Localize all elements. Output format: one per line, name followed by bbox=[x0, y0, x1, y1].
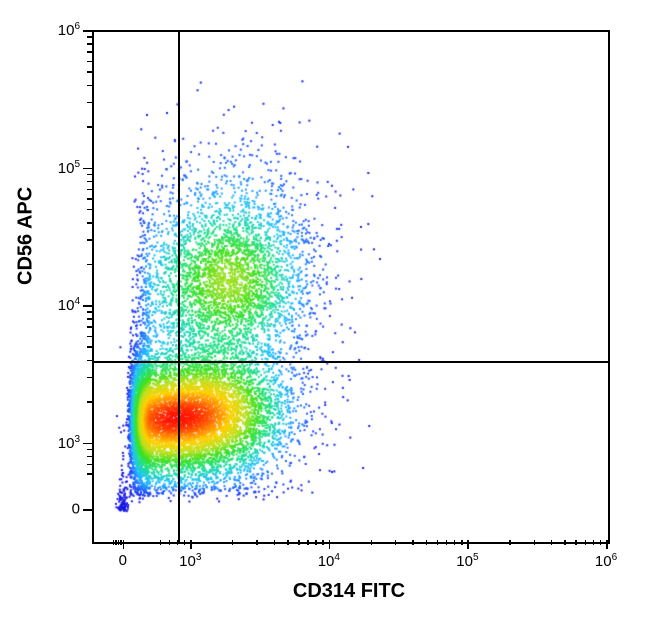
y-tick-mark bbox=[87, 209, 92, 211]
x-tick-mark bbox=[177, 540, 179, 545]
y-tick-mark bbox=[87, 311, 92, 313]
x-tick-mark bbox=[395, 540, 397, 545]
x-tick-mark bbox=[585, 540, 587, 545]
y-tick-mark bbox=[87, 377, 92, 379]
x-tick-label: 105 bbox=[456, 552, 478, 570]
plot-area bbox=[92, 30, 610, 544]
x-tick-mark bbox=[184, 540, 186, 545]
x-tick-mark bbox=[461, 540, 463, 545]
y-tick-mark bbox=[87, 181, 92, 183]
y-tick-label: 105 bbox=[44, 159, 80, 177]
x-tick-mark bbox=[307, 540, 309, 545]
x-tick-mark bbox=[298, 540, 300, 545]
x-tick-mark bbox=[169, 540, 171, 545]
y-tick-mark bbox=[87, 222, 92, 224]
x-tick-mark bbox=[534, 540, 536, 545]
y-tick-mark bbox=[87, 336, 92, 338]
y-tick-mark bbox=[87, 51, 92, 53]
x-tick-mark bbox=[593, 540, 595, 545]
x-tick-mark bbox=[274, 540, 276, 545]
y-tick-mark bbox=[87, 198, 92, 200]
x-tick-mark bbox=[190, 540, 192, 549]
y-tick-mark bbox=[87, 401, 92, 403]
y-tick-mark bbox=[83, 30, 92, 32]
x-tick-mark bbox=[467, 540, 469, 549]
x-tick-mark bbox=[329, 540, 331, 549]
x-tick-label: 103 bbox=[179, 552, 201, 570]
y-tick-mark bbox=[87, 43, 92, 45]
y-tick-mark bbox=[87, 71, 92, 73]
quadrant-gate-vertical bbox=[178, 32, 180, 542]
x-tick-mark bbox=[509, 540, 511, 545]
x-tick-mark bbox=[287, 540, 289, 545]
y-tick-label: 0 bbox=[44, 501, 80, 518]
y-tick-label: 106 bbox=[44, 21, 80, 39]
y-tick-label: 103 bbox=[44, 434, 80, 452]
y-tick-label: 104 bbox=[44, 296, 80, 314]
quadrant-gate-horizontal bbox=[94, 361, 608, 363]
y-tick-mark bbox=[87, 473, 92, 475]
y-tick-mark bbox=[87, 61, 92, 63]
x-tick-mark bbox=[232, 540, 234, 545]
x-tick-mark bbox=[412, 540, 414, 545]
y-tick-mark bbox=[87, 189, 92, 191]
y-tick-mark bbox=[87, 264, 92, 266]
x-tick-mark bbox=[551, 540, 553, 545]
y-axis-label: CD56 APC bbox=[15, 187, 38, 285]
y-tick-mark bbox=[87, 174, 92, 176]
x-tick-mark bbox=[256, 540, 258, 545]
x-tick-mark bbox=[564, 540, 566, 545]
x-tick-mark bbox=[120, 540, 122, 545]
y-tick-mark bbox=[87, 239, 92, 241]
x-tick-label: 104 bbox=[318, 552, 340, 570]
y-tick-mark bbox=[87, 456, 92, 458]
x-tick-mark bbox=[446, 540, 448, 545]
x-tick-mark bbox=[115, 540, 117, 545]
x-tick-mark bbox=[160, 540, 162, 545]
x-tick-mark bbox=[123, 540, 125, 549]
y-tick-mark bbox=[83, 305, 92, 307]
x-tick-mark bbox=[315, 540, 317, 545]
y-tick-mark bbox=[87, 36, 92, 38]
x-tick-label: 0 bbox=[119, 552, 127, 569]
y-tick-mark bbox=[87, 318, 92, 320]
x-tick-mark bbox=[606, 540, 608, 549]
x-tick-mark bbox=[113, 540, 115, 545]
y-tick-mark bbox=[87, 346, 92, 348]
y-tick-mark bbox=[83, 168, 92, 170]
y-tick-mark bbox=[87, 360, 92, 362]
y-tick-mark bbox=[83, 443, 92, 445]
x-tick-mark bbox=[371, 540, 373, 545]
x-tick-mark bbox=[118, 540, 120, 545]
x-tick-mark bbox=[437, 540, 439, 545]
x-tick-mark bbox=[322, 540, 324, 545]
y-tick-mark bbox=[87, 464, 92, 466]
y-tick-mark bbox=[87, 102, 92, 104]
x-tick-mark bbox=[600, 540, 602, 545]
x-tick-mark bbox=[426, 540, 428, 545]
x-tick-label: 106 bbox=[595, 552, 617, 570]
density-scatter-canvas bbox=[94, 32, 608, 542]
y-tick-mark bbox=[87, 126, 92, 128]
y-tick-mark bbox=[87, 85, 92, 87]
x-tick-mark bbox=[454, 540, 456, 545]
x-axis-label: CD314 FITC bbox=[293, 580, 405, 603]
y-tick-mark bbox=[83, 509, 92, 511]
y-tick-mark bbox=[87, 326, 92, 328]
x-tick-mark bbox=[575, 540, 577, 545]
y-tick-mark bbox=[87, 449, 92, 451]
